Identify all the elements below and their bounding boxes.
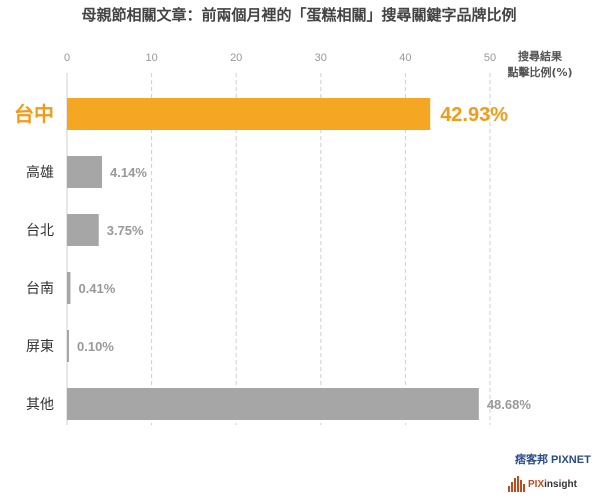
bar-5: [67, 388, 479, 420]
category-label: 屏東: [26, 339, 54, 355]
x-tick-label: 40: [399, 52, 411, 64]
value-label: 4.14%: [110, 165, 147, 180]
value-label: 3.75%: [107, 223, 144, 238]
x-tick-label: 50: [484, 52, 496, 64]
x-tick-label: 0: [64, 52, 70, 64]
value-label: 0.10%: [77, 339, 114, 354]
x-tick-labels: 0 10 20 30 40 50: [64, 52, 496, 64]
value-label: 48.68%: [487, 397, 532, 412]
pixinsight-prefix: PIX: [528, 478, 545, 490]
value-label: 42.93%: [440, 104, 508, 126]
category-label: 台北: [26, 223, 54, 239]
bars: [67, 98, 479, 420]
bar-0: [67, 98, 431, 130]
bar-2: [67, 214, 99, 246]
x-tick-label: 20: [230, 52, 242, 64]
pixnet-logo: 痞客邦 PIXNET: [515, 454, 591, 466]
category-label: 其他: [26, 397, 54, 413]
category-label: 高雄: [26, 164, 54, 181]
value-labels: 42.93% 4.14% 3.75% 0.41% 0.10% 48.68%: [77, 104, 531, 412]
pixinsight-logo: PIX insight: [508, 476, 577, 492]
value-label: 0.41%: [78, 281, 115, 296]
axis-label-line1: 搜尋結果: [518, 49, 562, 63]
bar-4: [67, 330, 69, 362]
bar-1: [67, 156, 103, 188]
pixinsight-suffix: insight: [544, 478, 577, 490]
gridlines: [66, 73, 491, 425]
bar-3: [67, 272, 71, 304]
chart-title: 母親節相關文章：前兩個月裡的「蛋糕相關」搜尋關鍵字品牌比例: [81, 6, 516, 24]
pixinsight-bars-icon: [508, 476, 525, 492]
x-tick-label: 30: [315, 52, 327, 64]
category-label: 台中: [14, 102, 54, 126]
x-tick-label: 10: [145, 52, 157, 64]
category-label: 台南: [26, 281, 54, 297]
axis-label-line2: 點擊比例(%): [506, 65, 572, 79]
